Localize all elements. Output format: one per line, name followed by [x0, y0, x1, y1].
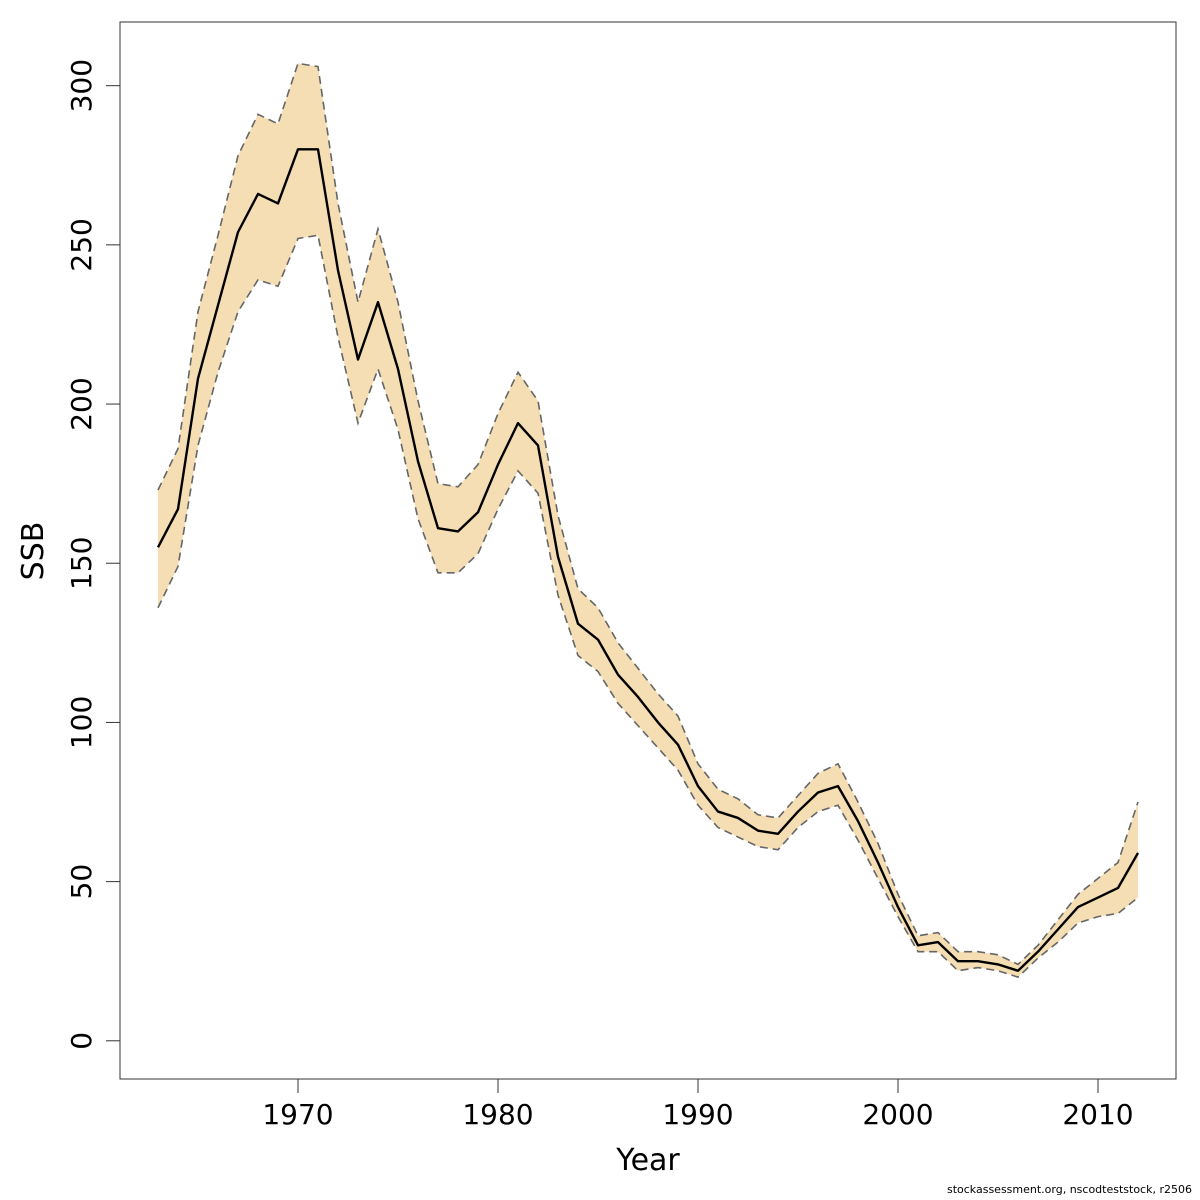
x-axis: 1970 1980 1990 2000 2010: [262, 1079, 1134, 1131]
y-tick-label: 200: [65, 377, 98, 430]
plot-area: [156, 62, 1140, 979]
x-tick-label: 1970: [262, 1098, 333, 1131]
upper-bound-line: [157, 62, 1139, 966]
x-tick-label: 1980: [462, 1098, 533, 1131]
y-tick-label: 300: [65, 59, 98, 112]
x-axis-title: Year: [615, 1143, 680, 1178]
y-axis: 0 50 100 150 200 250 300: [65, 59, 120, 1050]
y-axis-title: SSB: [16, 522, 51, 581]
lower-bound-line: [157, 234, 1139, 979]
plot-frame: [119, 21, 1177, 1080]
y-tick-label: 0: [65, 1032, 98, 1050]
x-tick-label: 1990: [662, 1098, 733, 1131]
y-tick-label: 250: [65, 218, 98, 271]
y-tick-label: 100: [65, 696, 98, 749]
ssb-estimate-line: [156, 148, 1140, 972]
x-tick-label: 2000: [862, 1098, 933, 1131]
confidence-band: [158, 63, 1138, 978]
y-tick-label: 50: [65, 864, 98, 900]
y-tick-label: 150: [65, 537, 98, 590]
x-tick-label: 2010: [1062, 1098, 1133, 1131]
footnote: stockassessment.org, nscodteststock, r25…: [946, 1183, 1192, 1196]
